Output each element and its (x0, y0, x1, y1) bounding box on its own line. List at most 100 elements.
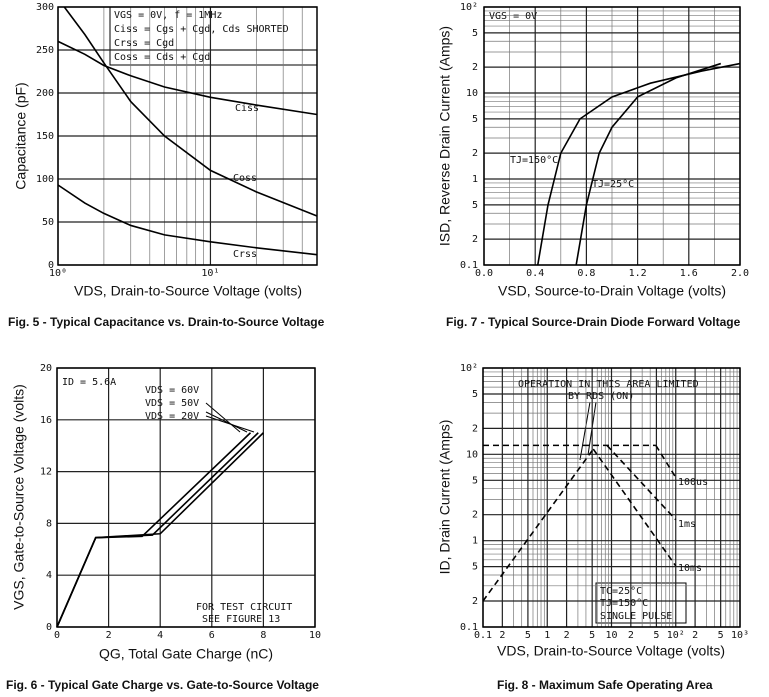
x-tick-label: 8 (260, 630, 266, 641)
figure-caption: Fig. 5 - Typical Capacitance vs. Drain-t… (8, 315, 325, 329)
plot-frame (482, 367, 741, 628)
x-tick-label: 2 (564, 630, 570, 641)
x-tick-label: 5 (589, 630, 595, 641)
annotation: FOR TEST CIRCUIT (196, 602, 292, 613)
x-tick-label: 5 (653, 630, 659, 641)
series-line (56, 432, 252, 628)
series-label: VDS = 50V (145, 398, 199, 409)
x-tick-label: 2 (628, 630, 634, 641)
y-tick-label: 100 (36, 174, 54, 185)
x-tick-label: 6 (209, 630, 215, 641)
figure-caption: Fig. 7 - Typical Source-Drain Diode Forw… (446, 315, 741, 329)
series-line (655, 444, 677, 478)
y-tick-label: 1 (472, 174, 478, 185)
annotation: TC=25°C (600, 586, 642, 597)
x-axis-label: VDS, Drain-to-Source Voltage (volts) (497, 643, 725, 659)
y-tick-label: 16 (40, 415, 52, 426)
annotation: SINGLE PULSE (600, 611, 672, 622)
y-tick-label: 5 (472, 389, 478, 400)
series-label: TJ=25°C (592, 179, 634, 190)
x-tick-label: 10⁰ (49, 268, 67, 279)
y-axis-label: Capacitance (pF) (13, 82, 29, 189)
y-tick-label: 0 (48, 260, 54, 271)
series-line (56, 432, 259, 628)
x-tick-label: 0.4 (526, 268, 544, 279)
x-tick-label: 10 (309, 630, 321, 641)
x-tick-label: 0 (54, 630, 60, 641)
y-tick-label: 5 (472, 114, 478, 125)
x-tick-label: 4 (157, 630, 163, 641)
y-tick-label: 250 (36, 45, 54, 56)
y-axis-label: ISD, Reverse Drain Current (Amps) (437, 26, 453, 246)
x-tick-label: 1 (544, 630, 550, 641)
annotation: Coss = Cds + Cgd (114, 52, 210, 63)
y-tick-label: 12 (40, 467, 52, 478)
x-tick-label: 10¹ (201, 268, 219, 279)
x-tick-label: 10 (605, 630, 617, 641)
y-tick-label: 300 (36, 2, 54, 13)
x-axis-label: VDS, Drain-to-Source Voltage (volts) (74, 283, 302, 299)
y-tick-label: 5 (472, 475, 478, 486)
annotation: VGS = 0V, f = 1MHz (114, 10, 222, 21)
series-line (57, 40, 318, 116)
y-tick-label: 1 (472, 536, 478, 547)
y-tick-label: 0 (46, 622, 52, 633)
series-line (57, 184, 318, 256)
y-tick-label: 5 (472, 562, 478, 573)
y-tick-label: 8 (46, 518, 52, 529)
y-tick-label: 10² (460, 363, 478, 374)
figure-caption: Fig. 8 - Maximum Safe Operating Area (497, 678, 713, 692)
series-line (606, 444, 677, 521)
annotation: ID = 5.6A (62, 377, 116, 388)
y-tick-label: 0.1 (460, 260, 478, 271)
x-tick-label: 2.0 (731, 268, 749, 279)
x-tick-label: 5 (525, 630, 531, 641)
x-tick-label: 1.6 (680, 268, 698, 279)
x-tick-label: 1.2 (629, 268, 647, 279)
annotation: Crss = Cgd (114, 38, 174, 49)
series-line (536, 62, 741, 266)
x-tick-label: 2 (106, 630, 112, 641)
series-line (575, 62, 722, 266)
series-label: 100us (678, 477, 708, 488)
series-label: 1ms (678, 519, 696, 530)
x-tick-label: 10³ (731, 630, 749, 641)
series-label: VDS = 20V (145, 411, 199, 422)
series-label: 10ms (678, 563, 702, 574)
y-tick-label: 10 (466, 449, 478, 460)
y-tick-label: 2 (472, 510, 478, 521)
y-tick-label: 4 (46, 570, 52, 581)
plot-frame (57, 6, 318, 266)
y-tick-label: 10 (466, 88, 478, 99)
series-line (482, 448, 594, 602)
series-label: Coss (233, 173, 257, 184)
series-label: Crss (233, 249, 257, 260)
y-tick-label: 20 (40, 363, 52, 374)
y-tick-label: 2 (472, 62, 478, 73)
annotation: Ciss = Cgs + Cgd, Cds SHORTED (114, 24, 289, 35)
series-label: VDS = 60V (145, 385, 199, 396)
y-tick-label: 5 (472, 28, 478, 39)
x-tick-label: 0.0 (475, 268, 493, 279)
x-axis-label: QG, Total Gate Charge (nC) (99, 646, 273, 662)
series-label: Ciss (235, 103, 259, 114)
x-tick-label: 2 (499, 630, 505, 641)
x-tick-label: 5 (718, 630, 724, 641)
arrow (205, 411, 248, 433)
y-tick-label: 2 (472, 234, 478, 245)
y-tick-label: 0.1 (460, 622, 478, 633)
plot-frame (483, 6, 741, 266)
series-label: TJ=150°C (510, 155, 558, 166)
y-tick-label: 10² (460, 2, 478, 13)
series-line (592, 448, 677, 567)
x-axis-label: VSD, Source-to-Drain Voltage (volts) (498, 283, 726, 299)
figure-caption: Fig. 6 - Typical Gate Charge vs. Gate-to… (6, 678, 319, 692)
plot-frame (56, 367, 316, 628)
y-tick-label: 2 (472, 148, 478, 159)
y-tick-label: 2 (472, 423, 478, 434)
x-tick-label: 10² (667, 630, 685, 641)
y-axis-label: VGS, Gate-to-Source Voltage (volts) (11, 384, 27, 610)
annotation: VGS = 0V (489, 11, 537, 22)
x-tick-label: 0.1 (474, 630, 492, 641)
